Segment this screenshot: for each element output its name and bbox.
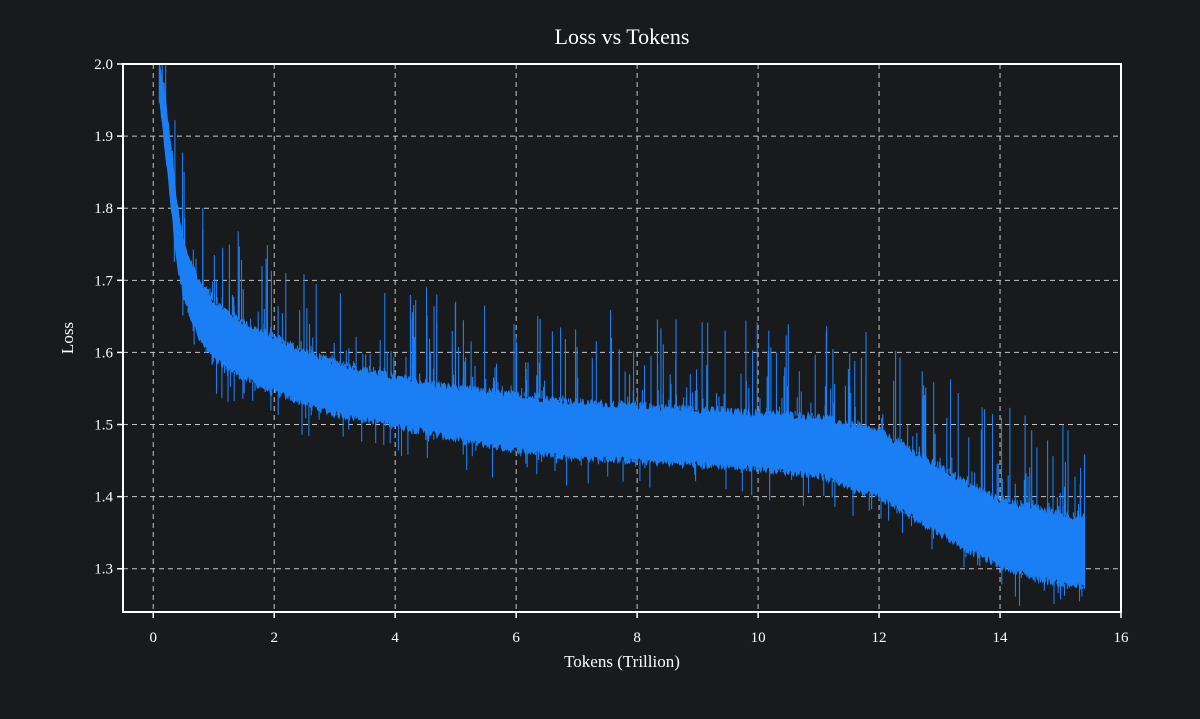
y-tick-label: 1.7 — [94, 273, 113, 289]
x-axis-label: Tokens (Trillion) — [564, 652, 680, 671]
x-tick-label: 10 — [751, 630, 766, 646]
y-tick-label: 2.0 — [94, 57, 113, 73]
y-tick-label: 1.8 — [94, 201, 113, 217]
x-tick-label: 16 — [1114, 630, 1130, 646]
y-axis-label: Loss — [58, 322, 77, 354]
x-tick-label: 8 — [633, 630, 641, 646]
x-tick-label: 0 — [149, 630, 157, 646]
chart-title: Loss vs Tokens — [555, 24, 690, 49]
x-tick-label: 2 — [270, 630, 278, 646]
y-tick-label: 1.9 — [94, 129, 113, 145]
loss-band — [158, 64, 1086, 590]
x-tick-label: 4 — [391, 630, 399, 646]
loss-spikes — [158, 64, 1086, 606]
y-tick-label: 1.3 — [94, 562, 113, 578]
y-tick-label: 1.4 — [94, 490, 113, 506]
y-tick-label: 1.6 — [94, 345, 113, 361]
y-tick-label: 1.5 — [94, 418, 113, 434]
x-tick-label: 12 — [872, 630, 887, 646]
x-tick-label: 14 — [993, 630, 1009, 646]
plot-frame — [122, 63, 1122, 613]
axis-ticks: 0 2 4 6 8 10 12 14 16 1.3 1.4 1.5 1.6 1.7 1.8 1.9 2.0 — [94, 57, 1129, 646]
series-layer — [158, 64, 1086, 606]
x-tick-label: 6 — [512, 630, 520, 646]
